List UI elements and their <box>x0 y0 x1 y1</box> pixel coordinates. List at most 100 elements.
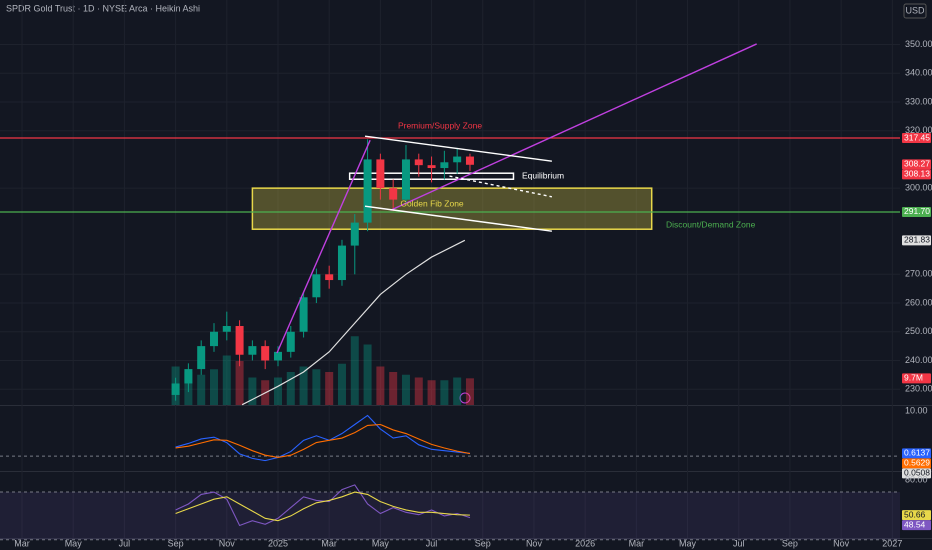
y-tick-label: 340.00 <box>905 68 932 78</box>
candle-body <box>286 331 295 352</box>
y-tick-label: 330.00 <box>905 96 932 106</box>
indicator-line <box>175 414 471 462</box>
y-tick-label: 230.00 <box>905 384 932 394</box>
candle-body <box>376 159 385 189</box>
currency-button[interactable] <box>903 3 927 19</box>
volume-bar <box>465 378 474 405</box>
y-tick-label: 260.00 <box>905 297 932 307</box>
x-tick-label: Nov <box>526 538 543 548</box>
price-tag <box>902 206 931 217</box>
x-tick-label: Jul <box>426 538 438 548</box>
candle-body <box>184 369 193 384</box>
x-tick-label: May <box>679 538 697 548</box>
price-tag-label: 0.6137 <box>904 448 930 458</box>
candle-body <box>465 156 474 165</box>
price-tag <box>902 458 931 469</box>
volume-bar <box>312 369 321 405</box>
candle-body <box>453 156 462 163</box>
y-tick-label: 10.00 <box>905 405 928 415</box>
annotation: Discount/Demand Zone <box>666 219 756 229</box>
price-tag-label: 281.83 <box>904 235 930 245</box>
x-tick-label: Mar <box>14 538 30 548</box>
candle-body <box>414 159 423 166</box>
x-tick-label: Mar <box>321 538 337 548</box>
candle-body <box>248 346 257 355</box>
volume-bar <box>197 374 206 405</box>
volume-bar <box>389 372 398 405</box>
annotation: Golden Fib Zone <box>400 198 464 208</box>
x-tick-label: May <box>65 538 83 548</box>
volume-bar <box>235 361 244 405</box>
x-tick-label: Sep <box>475 538 491 548</box>
candle-body <box>235 326 244 355</box>
currency[interactable]: USD <box>905 5 925 15</box>
volume-bar <box>248 377 257 405</box>
trendline <box>364 135 552 162</box>
x-tick-label: May <box>372 538 390 548</box>
price-tag <box>902 373 931 384</box>
x-tick-label: 2026 <box>575 538 595 548</box>
trendline <box>364 205 552 232</box>
price-tag-label: 0.0508 <box>904 468 930 478</box>
price-tag-label: 50.66 <box>904 509 926 519</box>
volume-bar <box>401 374 410 405</box>
volume-bar <box>286 372 295 405</box>
chart-title: SPDR Gold Trust · 1D · NYSE Arca · Heiki… <box>6 3 200 13</box>
volume-bar <box>350 336 359 405</box>
price-tag-label: 0.5629 <box>904 458 930 468</box>
event-icon[interactable] <box>459 392 471 404</box>
candle-body <box>440 162 449 169</box>
volume-bar <box>363 344 372 405</box>
candle-body <box>209 331 218 347</box>
x-tick-label: 2025 <box>268 538 288 548</box>
candle-body <box>312 274 321 298</box>
y-tick-label: 320.00 <box>905 125 932 135</box>
indicator-line <box>175 423 471 459</box>
volume-bar <box>299 366 308 405</box>
price-tag <box>902 510 931 521</box>
price-tag-label: 317.45 <box>904 132 930 142</box>
candle-body <box>427 165 436 169</box>
candle-body <box>325 274 334 281</box>
x-tick-label: Jul <box>119 538 131 548</box>
candle-body <box>350 222 359 246</box>
price-tag <box>902 169 931 180</box>
volume-bar <box>325 372 334 405</box>
price-tag-label: 308.13 <box>904 169 930 179</box>
price-tag <box>902 468 931 479</box>
candle-body <box>363 159 372 223</box>
x-tick-label: Sep <box>168 538 184 548</box>
candle-body <box>222 326 231 332</box>
volume-bar <box>440 380 449 405</box>
candle-body <box>401 159 410 200</box>
price-tag-label: 308.27 <box>904 159 930 169</box>
candle-body <box>261 346 270 361</box>
volume-bar <box>337 363 346 405</box>
x-tick-label: Mar <box>629 538 645 548</box>
y-tick-label: 300.00 <box>905 183 932 193</box>
x-tick-label: Nov <box>219 538 236 548</box>
annotation: Premium/Supply Zone <box>398 120 482 130</box>
x-tick-label: Nov <box>833 538 850 548</box>
volume-bar <box>209 369 218 405</box>
trendline <box>276 139 371 354</box>
price-tag <box>902 133 931 144</box>
price-tag <box>902 448 931 459</box>
indicator-line <box>175 491 470 522</box>
price-tag <box>902 235 931 246</box>
y-tick-label: 240.00 <box>905 355 932 365</box>
price-tag <box>902 520 931 531</box>
price-tag <box>902 159 931 170</box>
volume-bar <box>453 377 462 405</box>
y-tick-label: 80.00 <box>905 474 928 484</box>
moving-average <box>241 239 466 406</box>
trendline <box>390 43 757 211</box>
zone-box <box>251 187 653 230</box>
price-tag-label: 9.7M <box>904 373 923 383</box>
y-tick-label: 350.00 <box>905 39 932 49</box>
volume-bar <box>376 366 385 405</box>
candle-body <box>299 297 308 332</box>
volume-bar <box>427 380 436 405</box>
